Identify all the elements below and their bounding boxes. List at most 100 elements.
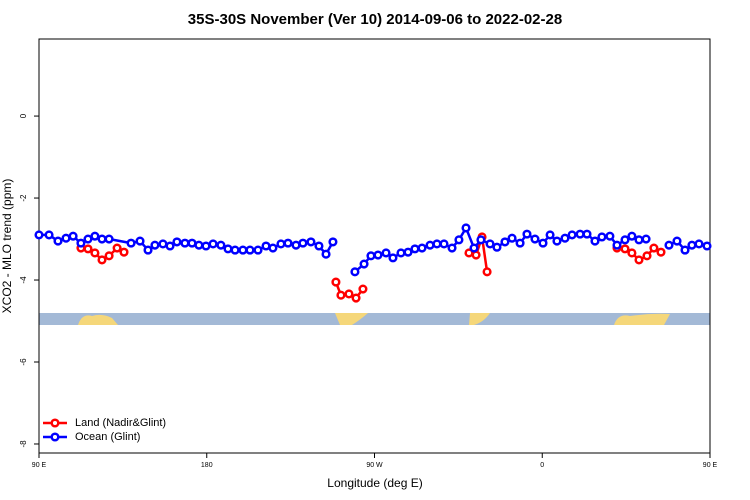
data-point: [61, 233, 71, 243]
data-point: [283, 238, 293, 248]
data-point: [507, 233, 517, 243]
data-point: [641, 234, 651, 244]
data-point: [567, 230, 577, 240]
data-point: [112, 243, 122, 253]
data-point: [612, 240, 622, 250]
data-point: [135, 236, 145, 246]
data-point: [476, 235, 486, 245]
chart-title: 35S-30S November (Ver 10) 2014-09-06 to …: [188, 11, 562, 28]
data-point: [575, 229, 585, 239]
data-point: [485, 239, 495, 249]
data-point: [201, 241, 211, 251]
data-point: [664, 240, 674, 250]
data-point: [515, 238, 525, 248]
data-point: [34, 230, 44, 240]
y-tick-label: -4: [19, 276, 28, 284]
data-point: [150, 240, 160, 250]
data-point: [238, 245, 248, 255]
data-point: [180, 238, 190, 248]
data-point: [245, 245, 255, 255]
data-point: [492, 242, 502, 252]
x-axis-label: Longitude (deg E): [327, 476, 422, 490]
data-point: [276, 239, 286, 249]
data-point: [158, 239, 168, 249]
data-point: [351, 293, 361, 303]
data-point: [253, 245, 263, 255]
data-point: [223, 244, 233, 254]
data-point: [634, 255, 644, 265]
data-point: [620, 235, 630, 245]
data-point: [500, 237, 510, 247]
data-point: [306, 237, 316, 247]
data-point: [582, 229, 592, 239]
data-point: [83, 244, 93, 254]
data-point: [627, 231, 637, 241]
data-point: [336, 290, 346, 300]
data-point: [68, 231, 78, 241]
legend-marker: [50, 432, 60, 442]
data-point: [454, 235, 464, 245]
data-point: [447, 243, 457, 253]
data-point: [634, 235, 644, 245]
data-point: [187, 238, 197, 248]
data-point: [104, 234, 114, 244]
data-point: [482, 267, 492, 277]
data-point: [350, 267, 360, 277]
data-point: [143, 245, 153, 255]
data-point: [44, 230, 54, 240]
data-point: [605, 231, 615, 241]
data-point: [469, 243, 479, 253]
data-point: [373, 250, 383, 260]
y-tick-label: -8: [19, 440, 28, 448]
data-point: [298, 238, 308, 248]
data-point: [76, 238, 86, 248]
data-point: [620, 244, 630, 254]
data-point: [627, 248, 637, 258]
data-point: [560, 233, 570, 243]
data-point: [268, 243, 278, 253]
data-point: [358, 284, 368, 294]
data-point: [230, 245, 240, 255]
legend-label: Land (Nadir&Glint): [75, 417, 166, 429]
data-point: [388, 253, 398, 263]
y-tick-label: -2: [19, 194, 28, 202]
data-point: [344, 289, 354, 299]
data-point: [119, 247, 129, 257]
data-point: [396, 248, 406, 258]
y-tick-label: 0: [19, 113, 28, 118]
y-tick-label: -6: [19, 358, 28, 366]
data-point: [432, 239, 442, 249]
data-point: [366, 251, 376, 261]
data-point: [359, 259, 369, 269]
data-point: [522, 229, 532, 239]
data-point: [216, 240, 226, 250]
data-point: [461, 223, 471, 233]
data-point: [194, 240, 204, 250]
data-point: [694, 239, 704, 249]
data-point: [672, 236, 682, 246]
data-point: [321, 249, 331, 259]
data-point: [530, 234, 540, 244]
x-tick-label: 180: [201, 462, 213, 469]
data-point: [417, 243, 427, 253]
data-point: [381, 248, 391, 258]
data-point: [649, 243, 659, 253]
data-point: [104, 251, 114, 261]
data-point: [545, 230, 555, 240]
data-point: [126, 238, 136, 248]
data-point: [538, 238, 548, 248]
data-point: [261, 241, 271, 251]
data-point: [425, 240, 435, 250]
x-tick-label: 90 E: [703, 462, 718, 469]
data-point: [90, 248, 100, 258]
data-point: [403, 247, 413, 257]
data-point: [53, 236, 63, 246]
data-point: [331, 277, 341, 287]
data-point: [680, 245, 690, 255]
data-point: [590, 236, 600, 246]
plot-frame: [38, 38, 711, 454]
x-tick-label: 0: [540, 462, 544, 469]
data-point: [328, 237, 338, 247]
data-point: [552, 236, 562, 246]
